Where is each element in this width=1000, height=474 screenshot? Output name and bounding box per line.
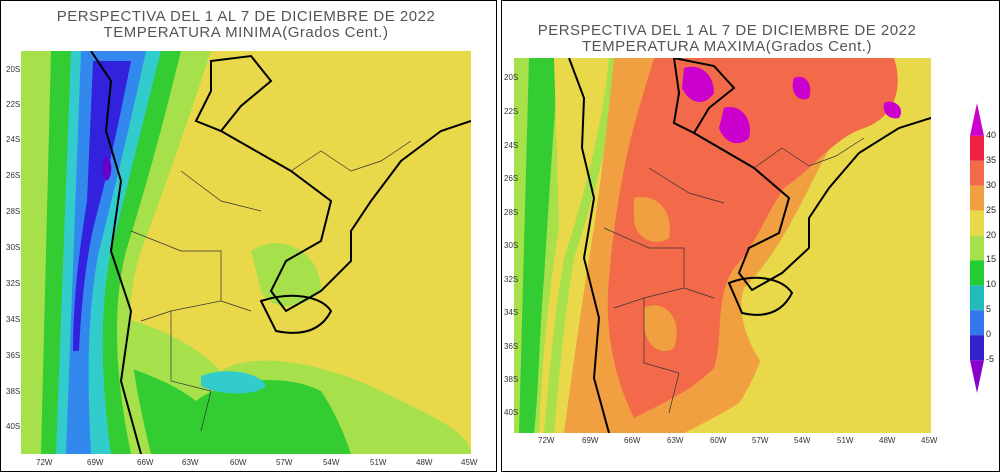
legend-label: 40	[986, 129, 997, 140]
legend-swatch	[970, 310, 984, 336]
lon-tick: 57W	[752, 436, 769, 445]
lat-tick: 26S	[504, 174, 519, 183]
max-chart-title: PERSPECTIVA DEL 1 AL 7 DE DICIEMBRE DE 2…	[537, 22, 917, 39]
legend-swatch	[970, 235, 984, 261]
lon-tick: 51W	[837, 436, 854, 445]
legend-swatch	[970, 285, 984, 311]
contour-20-east	[251, 243, 321, 306]
lat-tick: 40S	[504, 408, 519, 417]
contour-40-a	[682, 66, 714, 103]
legend-label: 5	[986, 304, 992, 315]
max-temperature-map	[514, 58, 931, 433]
lat-tick: 34S	[6, 315, 21, 324]
lat-tick: 24S	[504, 141, 519, 150]
lat-tick: 38S	[6, 387, 21, 396]
contour-minus5	[102, 156, 112, 181]
contour-25-ocean	[714, 258, 931, 433]
legend-swatch	[970, 335, 984, 361]
legend-swatch	[970, 103, 984, 136]
lon-tick: 45W	[921, 436, 938, 445]
lon-tick: 51W	[370, 458, 387, 467]
legend-label: 20	[986, 229, 997, 240]
legend-label: 10	[986, 279, 997, 290]
lon-tick: 48W	[416, 458, 433, 467]
lat-tick: 40S	[6, 422, 21, 431]
lon-tick: 69W	[87, 458, 104, 467]
lat-tick: 36S	[6, 351, 21, 360]
contour-5-west	[66, 51, 146, 454]
contour-40-d	[883, 101, 902, 119]
lon-tick: 48W	[879, 436, 896, 445]
lon-tick: 54W	[794, 436, 811, 445]
contour-10-patch	[201, 371, 266, 394]
lat-tick: 38S	[504, 375, 519, 384]
lat-tick: 28S	[504, 208, 519, 217]
lat-tick: 22S	[504, 107, 519, 116]
legend-swatch	[970, 185, 984, 211]
contour-40-b	[719, 107, 750, 144]
min-chart-title: PERSPECTIVA DEL 1 AL 7 DE DICIEMBRE DE 2…	[56, 8, 436, 25]
min-chart-subtitle: TEMPERATURA MINIMA(Grados Cent.)	[103, 24, 389, 41]
legend-label: -5	[986, 354, 995, 365]
lat-tick: 36S	[504, 342, 519, 351]
lat-tick: 20S	[504, 73, 519, 82]
contour-0-west	[73, 61, 131, 351]
lon-tick: 60W	[710, 436, 727, 445]
lat-tick: 32S	[6, 279, 21, 288]
legend-label: 30	[986, 179, 997, 190]
lon-tick: 66W	[624, 436, 641, 445]
lat-tick: 28S	[6, 207, 21, 216]
max-temperature-panel: PERSPECTIVA DEL 1 AL 7 DE DICIEMBRE DE 2…	[501, 0, 1000, 472]
min-temperature-map	[21, 51, 471, 454]
contour-25-west	[539, 58, 609, 433]
min-temperature-panel: PERSPECTIVA DEL 1 AL 7 DE DICIEMBRE DE 2…	[0, 0, 497, 472]
lon-tick: 45W	[461, 458, 478, 467]
lat-tick: 30S	[504, 241, 519, 250]
contour-35	[607, 58, 898, 418]
lat-tick: 20S	[6, 65, 21, 74]
lat-tick: 26S	[6, 171, 21, 180]
lon-tick: 60W	[230, 458, 247, 467]
max-chart-subtitle: TEMPERATURA MAXIMA(Grados Cent.)	[582, 38, 872, 55]
legend-label: 35	[986, 154, 997, 165]
legend-swatch	[970, 160, 984, 186]
legend-label: 25	[986, 204, 997, 215]
contour-30-patch	[634, 197, 670, 242]
contour-15-west	[519, 58, 559, 433]
lat-tick: 22S	[6, 100, 21, 109]
legend-swatch	[970, 135, 984, 161]
province-borders	[130, 140, 412, 432]
lat-tick: 34S	[504, 308, 519, 317]
legend-swatch	[970, 360, 984, 393]
province-borders	[603, 137, 865, 414]
lon-tick: 66W	[137, 458, 154, 467]
legend-swatch	[970, 260, 984, 286]
lat-tick: 32S	[504, 275, 519, 284]
lon-tick: 72W	[36, 458, 53, 467]
contour-30-patch-2	[644, 305, 677, 352]
lon-tick: 54W	[323, 458, 340, 467]
lon-tick: 72W	[538, 436, 555, 445]
lat-tick: 30S	[6, 243, 21, 252]
lon-tick: 63W	[667, 436, 684, 445]
lon-tick: 57W	[276, 458, 293, 467]
lon-tick: 63W	[182, 458, 199, 467]
national-borders	[90, 51, 471, 454]
national-borders	[568, 58, 931, 433]
legend-colorbar	[970, 103, 984, 393]
lon-tick: 69W	[582, 436, 599, 445]
lat-tick: 24S	[6, 135, 21, 144]
legend-label: 0	[986, 329, 992, 340]
legend-swatch	[970, 210, 984, 236]
color-legend: 40 35 30 25 20 15 10 5 0 -5	[968, 103, 998, 393]
contour-40-c	[792, 76, 811, 100]
legend-label: 15	[986, 254, 997, 265]
